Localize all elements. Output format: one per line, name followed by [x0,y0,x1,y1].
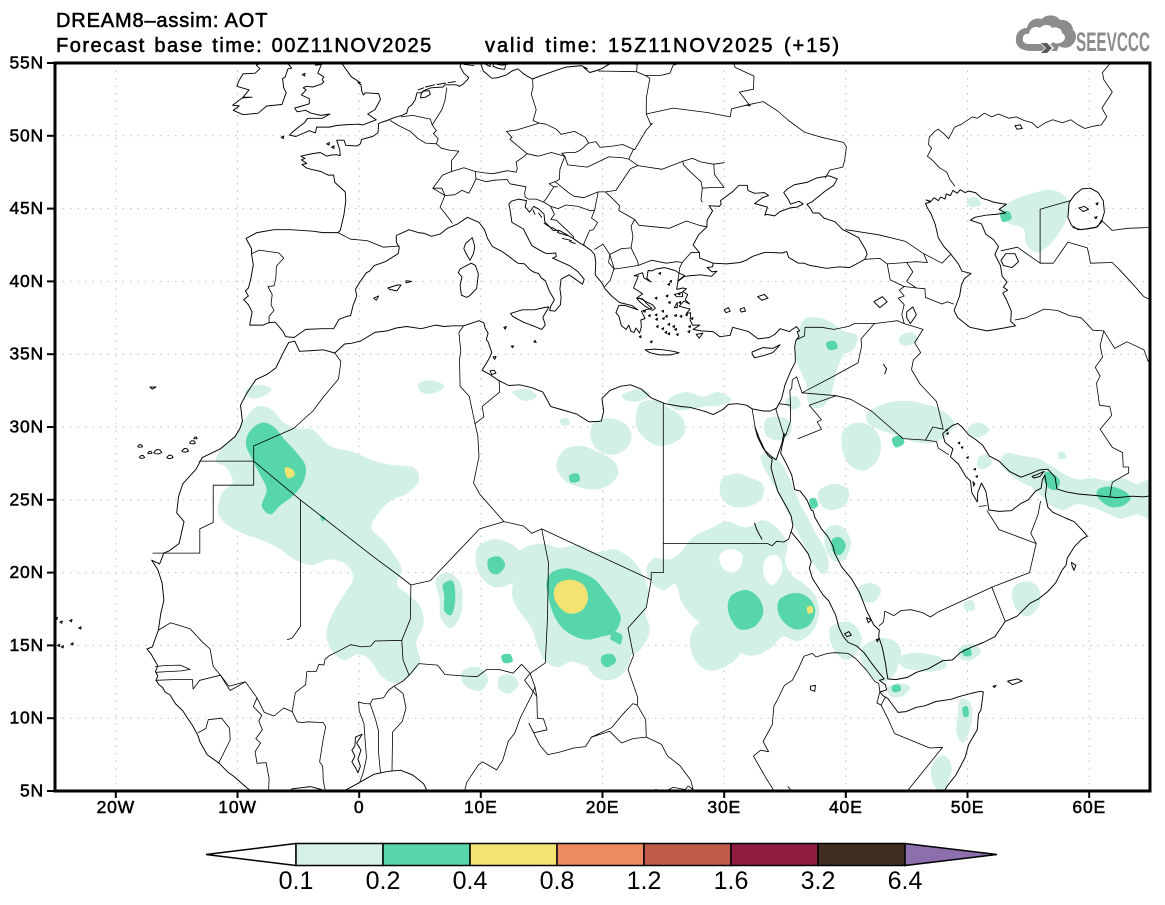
svg-text:20E: 20E [586,797,620,817]
svg-text:10N: 10N [9,708,44,728]
svg-text:45N: 45N [9,198,44,218]
svg-text:valid time: 15Z11NOV2025 (+15): valid time: 15Z11NOV2025 (+15) [485,35,841,57]
svg-text:60E: 60E [1072,797,1106,817]
svg-text:DREAM8–assim: AOT: DREAM8–assim: AOT [56,10,268,32]
svg-text:10E: 10E [464,797,498,817]
svg-text:50N: 50N [9,125,44,145]
svg-text:50E: 50E [951,797,985,817]
svg-text:0.4: 0.4 [453,867,488,895]
svg-text:Forecast base time: 00Z11NOV20: Forecast base time: 00Z11NOV2025 [56,35,433,57]
svg-text:55N: 55N [9,53,44,73]
svg-text:3.2: 3.2 [801,867,836,895]
svg-text:35N: 35N [9,344,44,364]
svg-text:5N: 5N [20,781,44,801]
svg-text:30E: 30E [707,797,741,817]
svg-text:40N: 40N [9,271,44,291]
svg-text:0: 0 [354,797,365,817]
svg-text:20N: 20N [9,562,44,582]
svg-text:SEEVCCC: SEEVCCC [1076,27,1150,57]
svg-text:1.6: 1.6 [714,867,749,895]
svg-text:25N: 25N [9,489,44,509]
svg-text:0.8: 0.8 [540,867,575,895]
svg-text:30N: 30N [9,417,44,437]
svg-text:0.1: 0.1 [279,867,314,895]
svg-text:6.4: 6.4 [888,867,923,895]
svg-text:15N: 15N [9,635,44,655]
svg-text:40E: 40E [829,797,863,817]
svg-text:1.2: 1.2 [627,867,662,895]
svg-text:10W: 10W [218,797,256,817]
svg-text:0.2: 0.2 [366,867,401,895]
svg-text:20W: 20W [97,797,135,817]
